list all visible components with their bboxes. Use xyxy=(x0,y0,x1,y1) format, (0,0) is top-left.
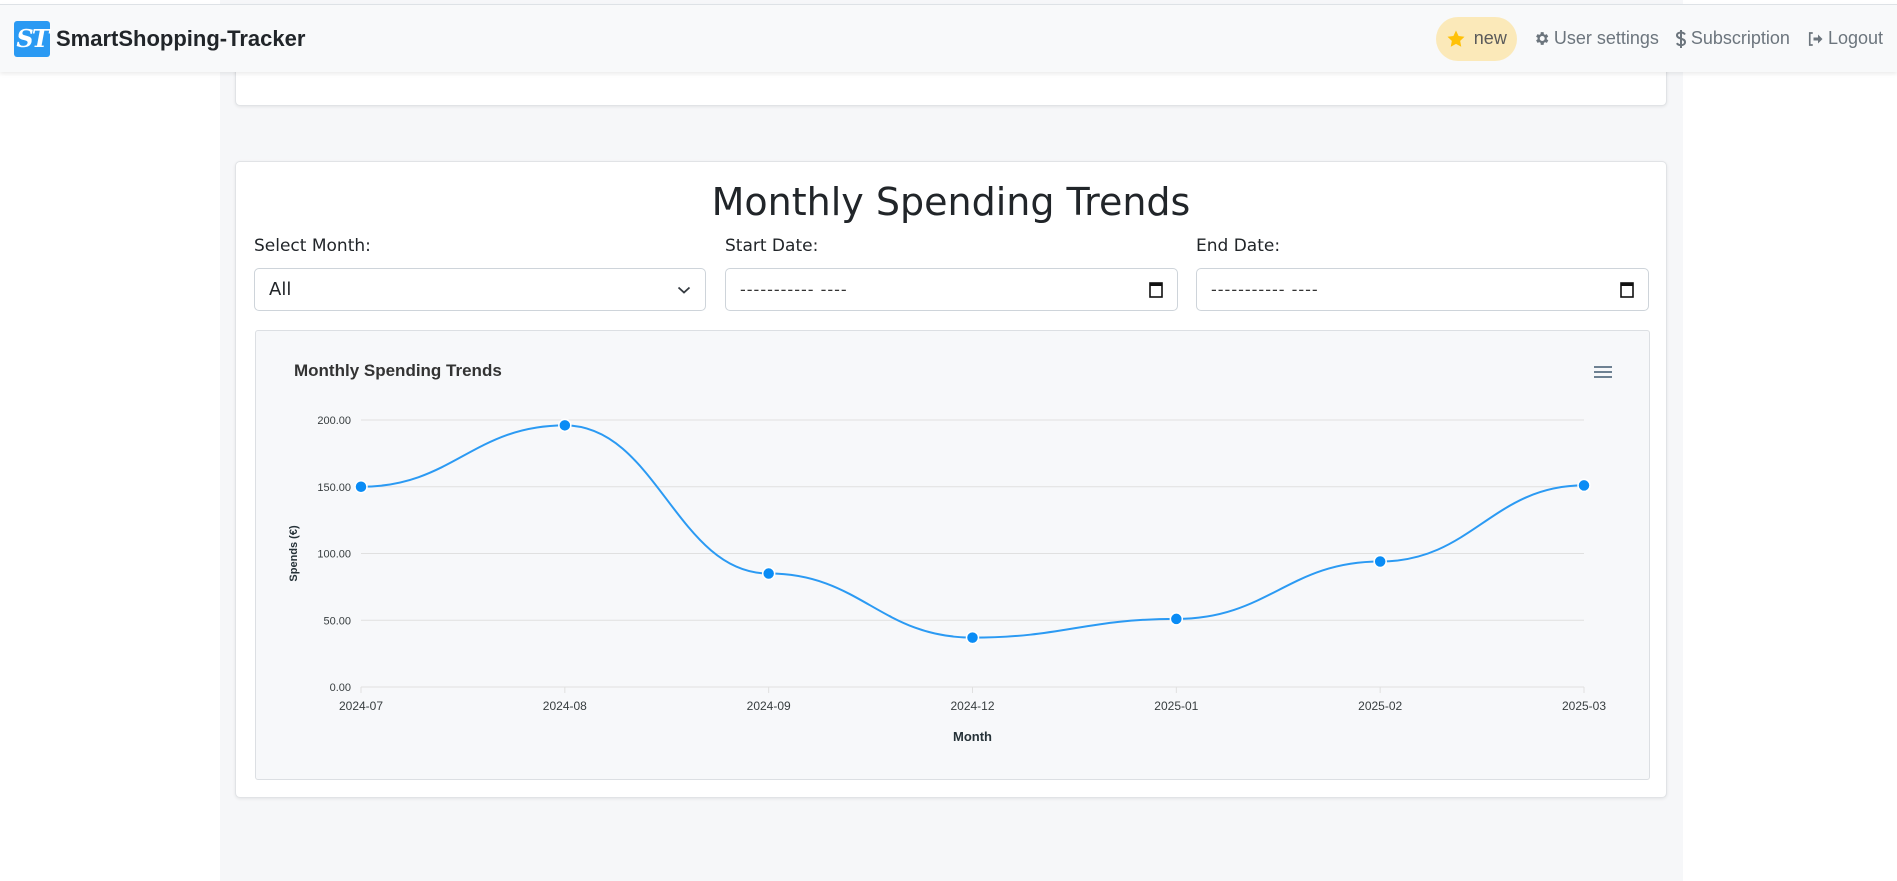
x-axis-title: Month xyxy=(953,729,992,744)
spending-trends-card: Monthly Spending Trends Select Month: Al… xyxy=(235,161,1667,798)
end-date-label: End Date: xyxy=(1196,236,1281,256)
calendar-icon[interactable] xyxy=(1620,281,1634,298)
star-icon xyxy=(1447,30,1465,47)
logout-label: Logout xyxy=(1827,28,1883,48)
x-tick-label: 2024-09 xyxy=(747,699,791,713)
y-axis-title: Spends (€) xyxy=(288,525,300,582)
chart-menu-button[interactable] xyxy=(1593,365,1613,384)
data-point[interactable] xyxy=(354,480,368,494)
chevron-down-icon xyxy=(677,286,691,294)
y-tick-label: 0.00 xyxy=(330,682,351,694)
line-chart: 0.00 50.00 100.00 150.00 200.00 2024-07 2024-0… xyxy=(288,415,1606,744)
nav-links: new User settings Subscription Logout xyxy=(1435,16,1883,61)
start-date-placeholder: ----------- ---- xyxy=(740,280,848,299)
y-tick-label: 100.00 xyxy=(317,549,351,561)
chart-panel: Monthly Spending Trends 0.00 50.00 100.00 1… xyxy=(255,330,1650,780)
x-tick-label: 2025-01 xyxy=(1154,699,1198,713)
user-settings-link[interactable]: User settings xyxy=(1533,28,1659,49)
dollar-icon xyxy=(1675,29,1686,48)
gear-icon xyxy=(1535,32,1549,45)
brand-logo: ST xyxy=(14,20,50,57)
brand[interactable]: ST SmartShopping-Tracker xyxy=(14,20,306,57)
x-tick-label: 2025-03 xyxy=(1562,699,1606,713)
data-point[interactable] xyxy=(965,630,980,645)
data-point[interactable] xyxy=(761,566,776,581)
y-tick-label: 200.00 xyxy=(317,415,351,427)
start-date-label: Start Date: xyxy=(725,236,819,256)
end-date-input[interactable]: ----------- ---- xyxy=(1196,268,1649,311)
user-settings-label: User settings xyxy=(1553,28,1659,48)
end-date-placeholder: ----------- ---- xyxy=(1211,280,1319,299)
hamburger-menu-icon xyxy=(1594,366,1612,378)
chart-title: Monthly Spending Trends xyxy=(294,361,502,380)
logout-icon xyxy=(1808,31,1823,46)
subscription-label: Subscription xyxy=(1690,28,1790,48)
x-tick-label: 2024-12 xyxy=(950,699,994,713)
new-badge-label: new xyxy=(1473,28,1507,48)
navbar: ST SmartShopping-Tracker new User settin… xyxy=(0,4,1897,72)
subscription-link[interactable]: Subscription xyxy=(1675,28,1790,49)
x-tick-label: 2025-02 xyxy=(1358,699,1402,713)
main-container: Monthly Spending Trends Select Month: Al… xyxy=(220,0,1683,881)
start-date-input[interactable]: ----------- ---- xyxy=(725,268,1178,311)
x-tick-label: 2024-08 xyxy=(543,699,587,713)
new-badge[interactable]: new xyxy=(1435,16,1517,61)
logout-link[interactable]: Logout xyxy=(1806,28,1883,49)
data-point[interactable] xyxy=(1577,478,1591,493)
data-point[interactable] xyxy=(1373,554,1387,569)
select-month-dropdown[interactable]: All xyxy=(254,268,706,311)
x-tick-label: 2024-07 xyxy=(339,699,383,713)
y-tick-label: 50.00 xyxy=(323,615,351,627)
select-month-label: Select Month: xyxy=(254,236,371,256)
brand-name: SmartShopping-Tracker xyxy=(56,25,306,51)
y-tick-label: 150.00 xyxy=(317,482,351,494)
data-point[interactable] xyxy=(1169,612,1184,626)
spend-line xyxy=(360,424,1585,639)
data-point[interactable] xyxy=(558,418,572,433)
calendar-icon[interactable] xyxy=(1149,281,1163,298)
page-background xyxy=(0,0,220,881)
select-month-value: All xyxy=(269,279,292,300)
section-title: Monthly Spending Trends xyxy=(711,180,1191,224)
